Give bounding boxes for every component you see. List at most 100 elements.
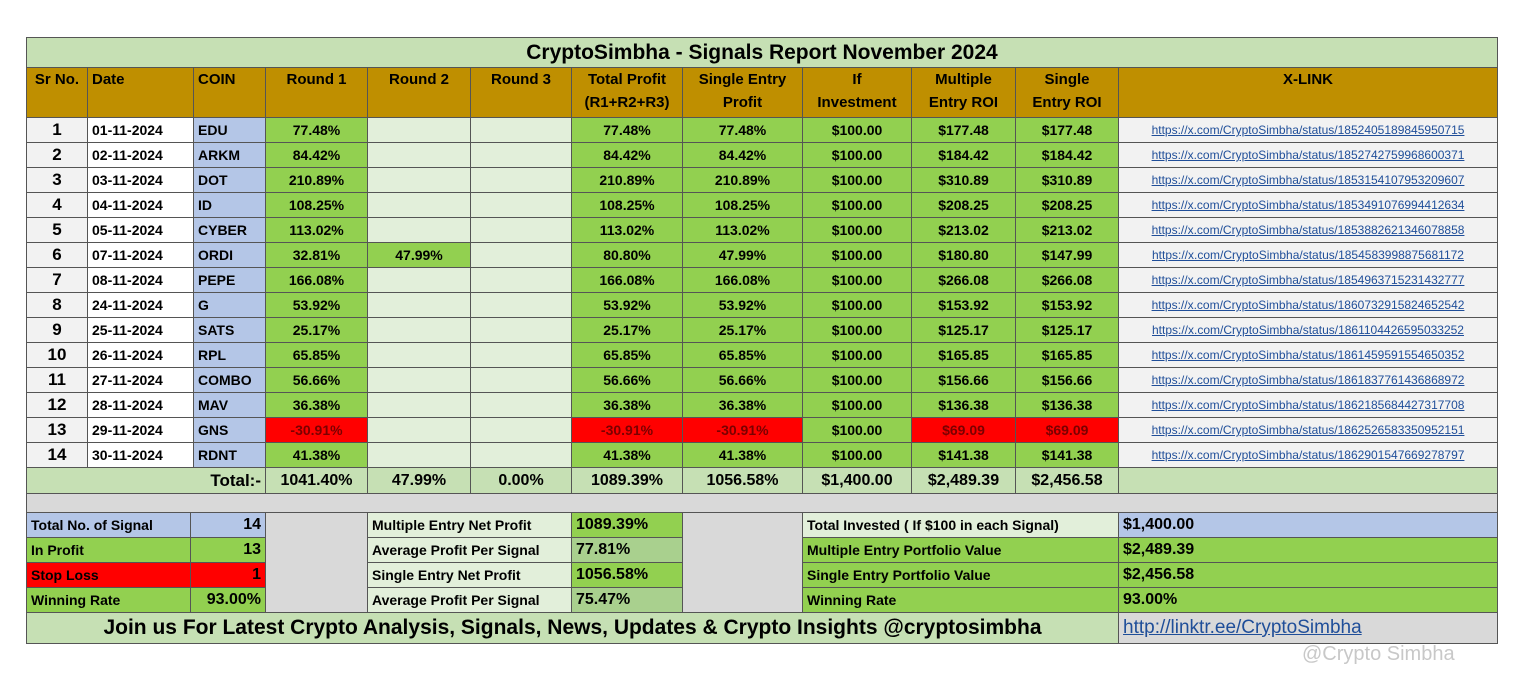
link-cell: https://x.com/CryptoSimbha/status/186218… — [1118, 392, 1498, 418]
total-value: $2,456.58 — [1015, 467, 1119, 494]
summary-label: Total Invested ( If $100 in each Signal) — [802, 512, 1119, 538]
table-cell: 36.38% — [682, 392, 803, 418]
table-cell: $141.38 — [911, 442, 1016, 468]
table-cell: $156.66 — [1015, 367, 1119, 393]
table-cell: 8 — [26, 292, 88, 318]
table-cell: $310.89 — [911, 167, 1016, 193]
table-cell: 56.66% — [265, 367, 368, 393]
summary-value: 1089.39% — [571, 512, 683, 538]
table-cell: 5 — [26, 217, 88, 243]
status-link[interactable]: https://x.com/CryptoSimbha/status/185274… — [1151, 148, 1465, 162]
table-cell — [367, 167, 471, 193]
table-cell: 29-11-2024 — [87, 417, 194, 443]
table-cell: 166.08% — [682, 267, 803, 293]
table-cell: $100.00 — [802, 217, 912, 243]
summary-label: Stop Loss — [26, 562, 191, 588]
status-link[interactable]: https://x.com/CryptoSimbha/status/186252… — [1151, 423, 1465, 437]
table-cell: 80.80% — [571, 242, 683, 268]
table-cell: 77.48% — [682, 117, 803, 143]
table-cell: 84.42% — [265, 142, 368, 168]
table-cell: 41.38% — [571, 442, 683, 468]
table-cell: $147.99 — [1015, 242, 1119, 268]
summary-value: 13 — [190, 537, 266, 563]
status-link[interactable]: https://x.com/CryptoSimbha/status/186145… — [1151, 348, 1465, 362]
status-link[interactable]: https://x.com/CryptoSimbha/status/186290… — [1151, 448, 1465, 462]
table-cell: $100.00 — [802, 117, 912, 143]
header-line: Sr No. — [34, 71, 80, 88]
status-link[interactable]: https://x.com/CryptoSimbha/status/186183… — [1151, 373, 1465, 387]
table-cell: 26-11-2024 — [87, 342, 194, 368]
table-cell — [367, 142, 471, 168]
table-cell: $165.85 — [911, 342, 1016, 368]
footer-link[interactable]: http://linktr.ee/CryptoSimbha — [1123, 617, 1362, 638]
status-link[interactable]: https://x.com/CryptoSimbha/status/186110… — [1152, 323, 1464, 337]
table-cell: $69.09 — [1015, 417, 1119, 443]
table-cell: ARKM — [193, 142, 266, 168]
table-cell: 36.38% — [265, 392, 368, 418]
header-line: Date — [92, 71, 125, 88]
table-cell: 210.89% — [682, 167, 803, 193]
table-cell: RPL — [193, 342, 266, 368]
table-cell: 11 — [26, 367, 88, 393]
table-cell: 3 — [26, 167, 88, 193]
footer-text: Join us For Latest Crypto Analysis, Sign… — [26, 612, 1119, 644]
summary-label: Single Entry Portfolio Value — [802, 562, 1119, 588]
table-cell: 113.02% — [682, 217, 803, 243]
link-cell: https://x.com/CryptoSimbha/status/185496… — [1118, 267, 1498, 293]
table-cell — [367, 442, 471, 468]
table-cell: $100.00 — [802, 342, 912, 368]
status-link[interactable]: https://x.com/CryptoSimbha/status/185496… — [1151, 273, 1465, 287]
summary-gap — [682, 512, 803, 613]
total-blank — [1118, 467, 1498, 494]
table-cell — [470, 367, 572, 393]
table-cell: $208.25 — [911, 192, 1016, 218]
column-header: If Investment — [802, 67, 912, 118]
status-link[interactable]: https://x.com/CryptoSimbha/status/185240… — [1151, 123, 1465, 137]
table-cell: 9 — [26, 317, 88, 343]
table-cell: 25.17% — [265, 317, 368, 343]
table-cell: GNS — [193, 417, 266, 443]
table-cell: 32.81% — [265, 242, 368, 268]
status-link[interactable]: https://x.com/CryptoSimbha/status/185349… — [1151, 198, 1465, 212]
column-header: Round 2 — [367, 67, 471, 118]
table-cell: 36.38% — [571, 392, 683, 418]
table-cell: 14 — [26, 442, 88, 468]
table-cell — [470, 167, 572, 193]
header-line: Investment — [817, 94, 897, 111]
status-link[interactable]: https://x.com/CryptoSimbha/status/185315… — [1151, 173, 1465, 187]
status-link[interactable]: https://x.com/CryptoSimbha/status/186218… — [1151, 398, 1465, 412]
total-value: 47.99% — [367, 467, 471, 494]
table-cell — [470, 317, 572, 343]
table-cell: 01-11-2024 — [87, 117, 194, 143]
table-cell: 53.92% — [265, 292, 368, 318]
total-value: $2,489.39 — [911, 467, 1016, 494]
header-line: (R1+R2+R3) — [584, 94, 670, 111]
table-cell — [367, 117, 471, 143]
table-cell: $100.00 — [802, 292, 912, 318]
table-cell: $141.38 — [1015, 442, 1119, 468]
table-cell: 2 — [26, 142, 88, 168]
table-cell — [367, 192, 471, 218]
table-cell: 65.85% — [571, 342, 683, 368]
table-cell: $100.00 — [802, 442, 912, 468]
table-cell: DOT — [193, 167, 266, 193]
table-cell: $208.25 — [1015, 192, 1119, 218]
table-cell: 77.48% — [265, 117, 368, 143]
table-cell: 113.02% — [571, 217, 683, 243]
link-cell: https://x.com/CryptoSimbha/status/186183… — [1118, 367, 1498, 393]
status-link[interactable]: https://x.com/CryptoSimbha/status/185388… — [1151, 223, 1465, 237]
status-link[interactable]: https://x.com/CryptoSimbha/status/186073… — [1151, 298, 1465, 312]
table-cell: 02-11-2024 — [87, 142, 194, 168]
table-cell: 24-11-2024 — [87, 292, 194, 318]
table-cell — [470, 267, 572, 293]
link-cell: https://x.com/CryptoSimbha/status/185315… — [1118, 167, 1498, 193]
table-cell: 25-11-2024 — [87, 317, 194, 343]
table-cell: $125.17 — [911, 317, 1016, 343]
link-cell: https://x.com/CryptoSimbha/status/185274… — [1118, 142, 1498, 168]
link-cell: https://x.com/CryptoSimbha/status/186290… — [1118, 442, 1498, 468]
table-cell: 12 — [26, 392, 88, 418]
column-header: Date — [87, 67, 194, 118]
table-cell — [470, 292, 572, 318]
status-link[interactable]: https://x.com/CryptoSimbha/status/185458… — [1152, 248, 1464, 262]
table-cell: 53.92% — [571, 292, 683, 318]
